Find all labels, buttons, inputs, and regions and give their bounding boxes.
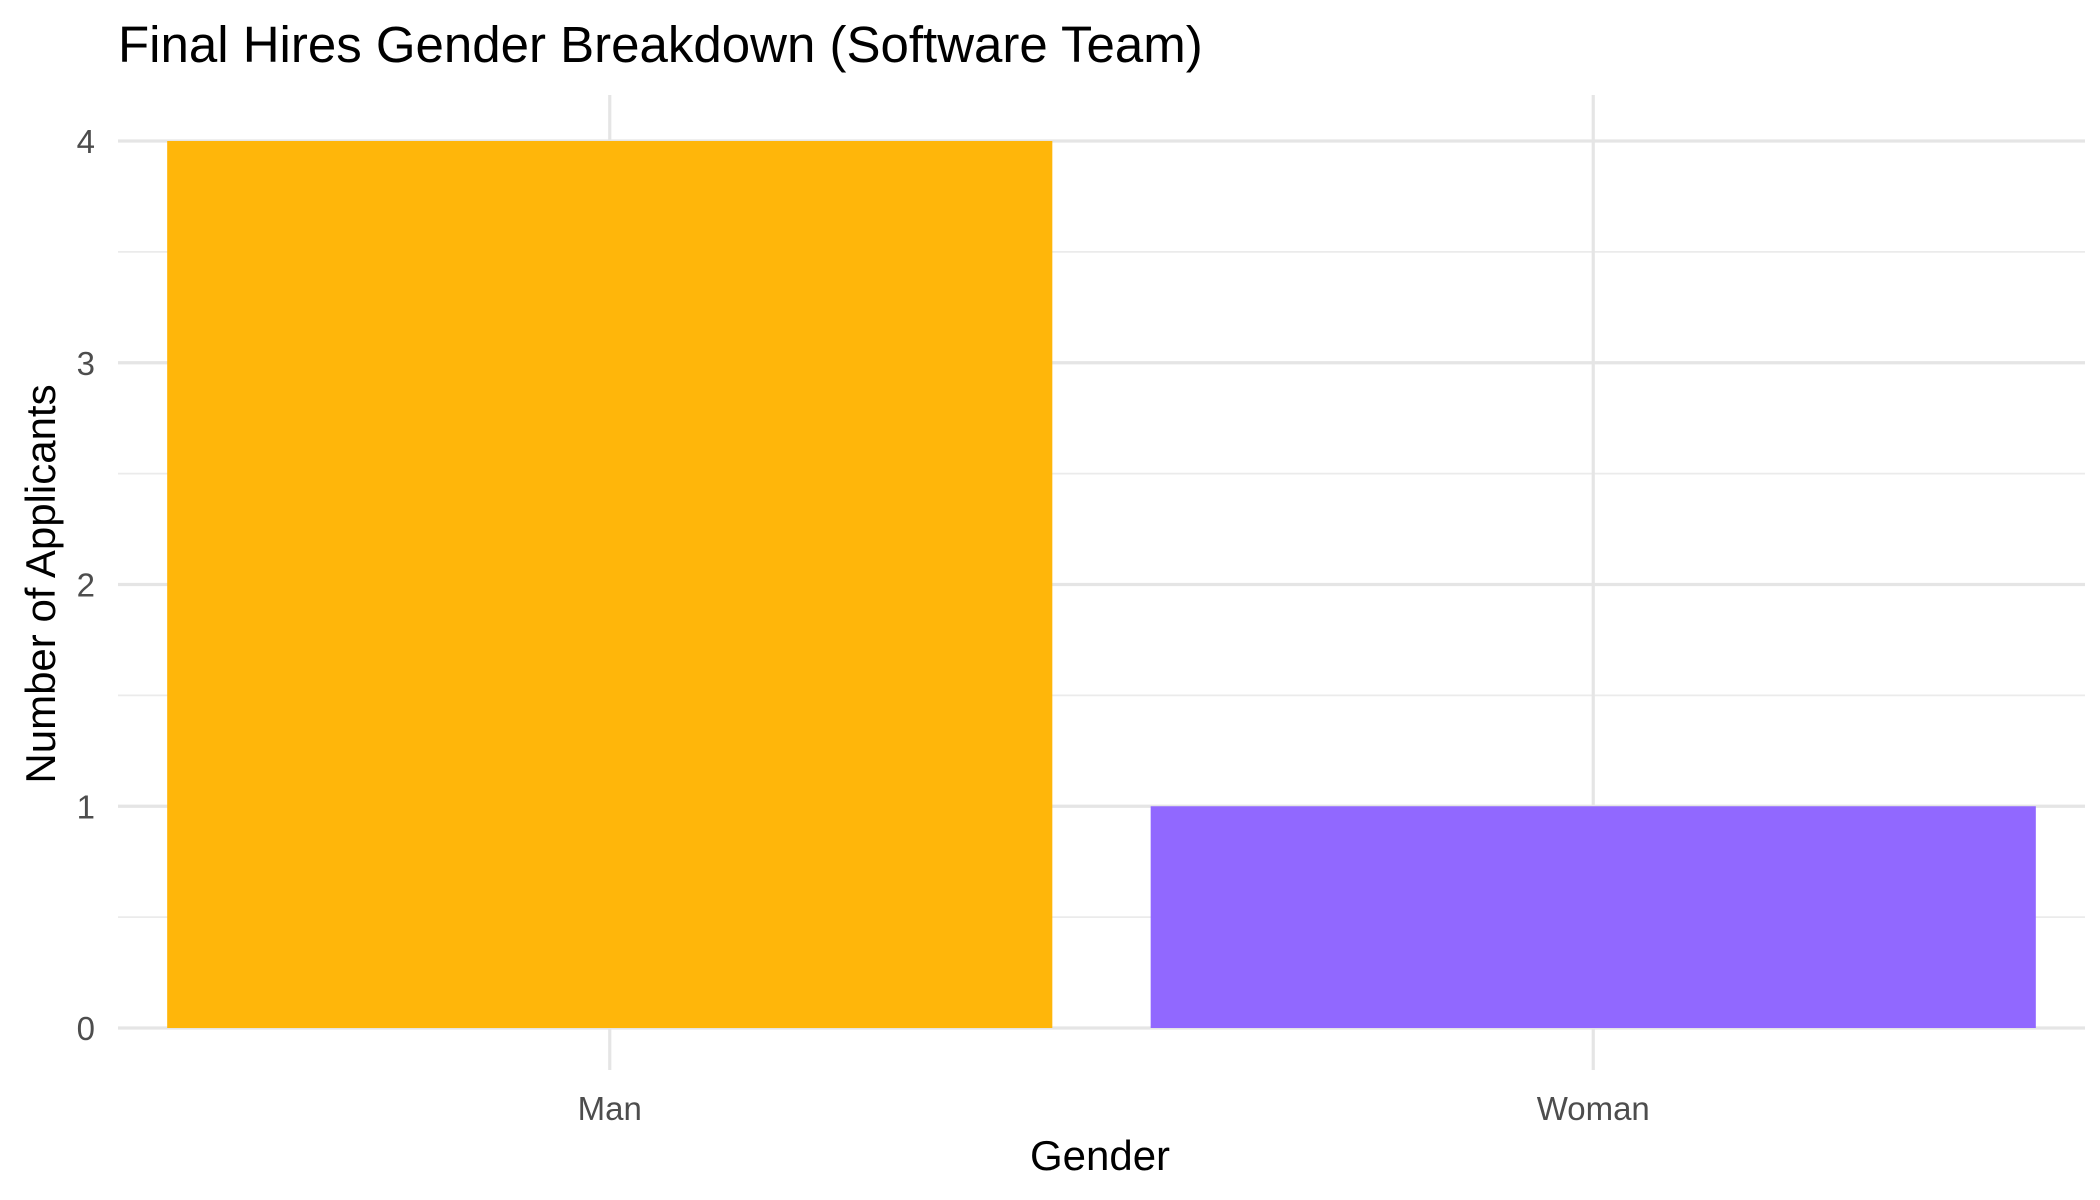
bar-man bbox=[167, 141, 1053, 1028]
y-tick-label: 0 bbox=[77, 1010, 95, 1047]
x-tick-labels: Man Woman bbox=[578, 1090, 1650, 1127]
bars bbox=[167, 141, 2036, 1028]
y-tick-label: 2 bbox=[77, 567, 95, 604]
x-tick-label: Woman bbox=[1537, 1090, 1650, 1127]
y-tick-label: 3 bbox=[77, 345, 95, 382]
chart-title: Final Hires Gender Breakdown (Software T… bbox=[118, 16, 1203, 73]
y-tick-label: 1 bbox=[77, 788, 95, 825]
y-axis-title: Number of Applicants bbox=[17, 384, 64, 783]
x-axis-title: Gender bbox=[1030, 1132, 1170, 1179]
bar-woman bbox=[1150, 806, 2036, 1028]
y-tick-label: 4 bbox=[77, 123, 95, 160]
y-tick-labels: 0 1 2 3 4 bbox=[77, 123, 95, 1047]
x-tick-label: Man bbox=[578, 1090, 642, 1127]
